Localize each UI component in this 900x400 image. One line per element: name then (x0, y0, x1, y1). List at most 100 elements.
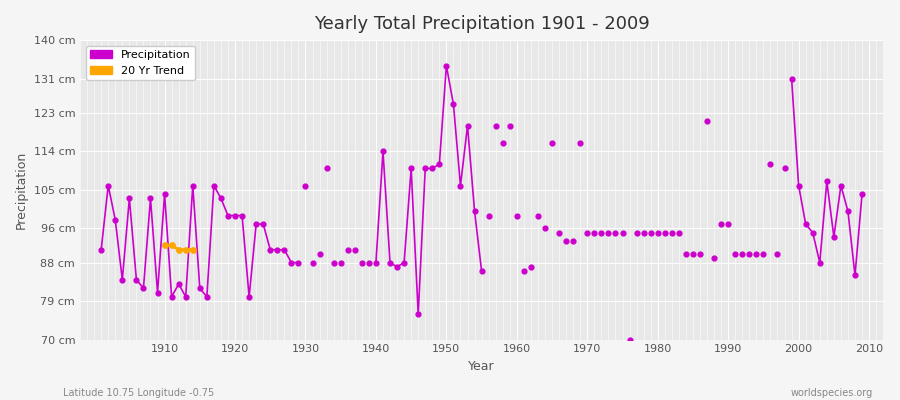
Point (178, 294, 193, 300)
Point (432, 161, 446, 167)
Point (728, 251, 742, 257)
Point (312, 251, 327, 257)
Point (531, 212, 545, 219)
Point (735, 251, 750, 257)
Point (404, 165, 419, 172)
Point (671, 230, 686, 236)
Point (334, 259, 348, 266)
Point (517, 268, 531, 274)
Point (115, 276, 130, 283)
Point (721, 221, 735, 227)
Point (460, 122, 474, 129)
Point (778, 165, 792, 172)
Point (594, 230, 608, 236)
Point (376, 148, 391, 154)
Point (185, 246, 200, 253)
Point (538, 225, 553, 232)
Point (749, 251, 763, 257)
Point (848, 272, 862, 279)
Point (158, 242, 172, 249)
Point (566, 238, 580, 244)
Point (693, 251, 707, 257)
Point (482, 212, 496, 219)
Point (489, 122, 503, 129)
Point (305, 259, 320, 266)
Point (623, 336, 637, 343)
Point (185, 182, 200, 189)
Point (587, 230, 601, 236)
Point (256, 221, 270, 227)
Point (636, 230, 651, 236)
Point (601, 230, 616, 236)
Point (143, 195, 157, 202)
Point (608, 230, 623, 236)
Point (714, 221, 728, 227)
Point (629, 230, 643, 236)
Point (270, 246, 284, 253)
Point (355, 259, 369, 266)
Point (130, 276, 144, 283)
Point (263, 246, 277, 253)
Point (580, 230, 595, 236)
Point (397, 259, 411, 266)
Point (496, 140, 510, 146)
Point (706, 255, 721, 262)
Text: Latitude 10.75 Longitude -0.75: Latitude 10.75 Longitude -0.75 (63, 388, 214, 398)
Point (362, 259, 376, 266)
Point (833, 182, 848, 189)
Point (820, 178, 834, 184)
Point (544, 140, 559, 146)
Point (552, 230, 566, 236)
Point (644, 230, 658, 236)
Point (347, 246, 362, 253)
Point (228, 212, 242, 219)
Point (178, 246, 193, 253)
Point (509, 212, 524, 219)
Point (855, 191, 869, 197)
Point (770, 251, 785, 257)
Point (763, 161, 778, 167)
Point (158, 191, 172, 197)
Point (425, 165, 439, 172)
Point (806, 230, 820, 236)
Point (94, 246, 108, 253)
Point (165, 242, 179, 249)
Point (559, 238, 573, 244)
Point (172, 246, 186, 253)
Point (320, 165, 334, 172)
Point (172, 281, 186, 287)
Point (200, 294, 214, 300)
Point (827, 234, 842, 240)
Point (418, 165, 432, 172)
Point (108, 216, 122, 223)
X-axis label: Year: Year (468, 360, 495, 373)
Point (411, 311, 426, 317)
Point (686, 251, 700, 257)
Point (390, 264, 404, 270)
Point (249, 221, 264, 227)
Point (813, 259, 827, 266)
Point (791, 182, 806, 189)
Point (524, 264, 538, 270)
Point (193, 285, 207, 292)
Point (150, 289, 165, 296)
Point (616, 230, 630, 236)
Point (474, 268, 489, 274)
Point (292, 259, 306, 266)
Point (207, 182, 221, 189)
Point (658, 230, 672, 236)
Point (700, 118, 715, 124)
Point (235, 212, 249, 219)
Point (277, 246, 292, 253)
Point (122, 195, 137, 202)
Point (327, 259, 341, 266)
Title: Yearly Total Precipitation 1901 - 2009: Yearly Total Precipitation 1901 - 2009 (314, 15, 650, 33)
Point (651, 230, 665, 236)
Point (454, 182, 468, 189)
Point (101, 182, 115, 189)
Point (439, 62, 454, 69)
Point (298, 182, 312, 189)
Point (664, 230, 679, 236)
Point (573, 140, 588, 146)
Point (284, 259, 299, 266)
